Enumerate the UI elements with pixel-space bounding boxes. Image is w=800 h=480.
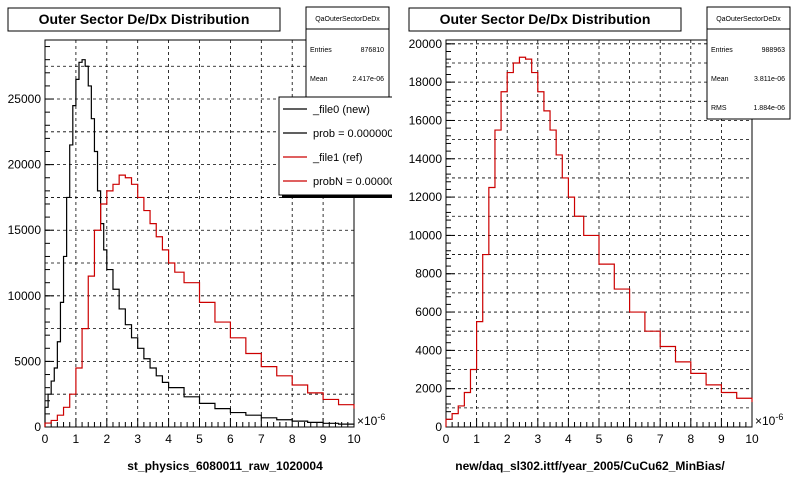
y-tick-label: 20000 bbox=[409, 37, 443, 51]
x-tick-label: 3 bbox=[134, 432, 141, 446]
x-tick-label: 9 bbox=[320, 432, 327, 446]
legend-entry: probN = 0.000000 bbox=[313, 176, 401, 188]
y-tick-label: 4000 bbox=[415, 343, 442, 357]
x-tick-label: 7 bbox=[258, 432, 265, 446]
histogram-series-2 bbox=[44, 174, 355, 427]
x-axis-multiplier: ×10-6 bbox=[755, 412, 783, 428]
chart-title: Outer Sector De/Dx Distribution bbox=[440, 11, 651, 27]
stats-box-title: QaOuterSectorDeDx bbox=[315, 16, 380, 23]
x-tick-label: 8 bbox=[687, 432, 694, 446]
x-tick-label: 1 bbox=[473, 432, 480, 446]
stats-box bbox=[706, 6, 791, 120]
x-axis-exponent: -6 bbox=[377, 412, 385, 422]
histogram-series-1 bbox=[445, 56, 753, 427]
y-tick-label: 20000 bbox=[8, 158, 42, 172]
histogram-series-1 bbox=[44, 59, 355, 427]
chart-panel-1: 0 1 2 3 4 5 6 7 8 9 10 0 5000 10000 15000 20000 25000 ×10… bbox=[7, 6, 401, 473]
y-tick-label: 10000 bbox=[8, 289, 42, 303]
chart-title-box bbox=[7, 7, 281, 32]
legend-entry: _file1 (ref) bbox=[312, 152, 363, 164]
x-tick-label: 3 bbox=[534, 432, 541, 446]
x-tick-label: 7 bbox=[657, 432, 664, 446]
y-tick-label: 5000 bbox=[14, 354, 41, 368]
x-tick-label: 5 bbox=[596, 432, 603, 446]
stats-value: 3.811e-06 bbox=[754, 76, 785, 83]
stats-label: Mean bbox=[310, 76, 328, 83]
stats-label: Entries bbox=[310, 47, 332, 54]
y-tick-label: 14000 bbox=[409, 152, 443, 166]
stats-value: 1.884e-06 bbox=[753, 105, 785, 112]
y-tick-label: 25000 bbox=[8, 92, 42, 106]
x-tick-label: 6 bbox=[626, 432, 633, 446]
x-axis-multiplier: ×10-6 bbox=[357, 412, 385, 428]
legend: _file0 (new) prob = 0.000000 _file1 (ref) p… bbox=[278, 96, 401, 198]
x-tick-label: 2 bbox=[504, 432, 511, 446]
stats-label: Mean bbox=[711, 76, 729, 83]
x-tick-label: 10 bbox=[347, 432, 361, 446]
x-axis-exponent: -6 bbox=[775, 412, 783, 422]
chart-title-box bbox=[408, 7, 682, 32]
y-tick-label: 18000 bbox=[409, 75, 443, 89]
stats-box-title: QaOuterSectorDeDx bbox=[716, 16, 781, 23]
y-tick-label: 0 bbox=[435, 420, 442, 434]
y-tick-label: 16000 bbox=[409, 113, 443, 127]
x-tick-label: 1 bbox=[73, 432, 80, 446]
y-tick-label: 10000 bbox=[409, 228, 443, 242]
stats-value: 988963 bbox=[762, 47, 785, 54]
x-axis-title: new/daq_sl302.ittf/year_2005/CuCu62_MinB… bbox=[455, 459, 725, 473]
stats-label: Entries bbox=[711, 47, 733, 54]
chart-panel-2: 0 1 2 3 4 5 6 7 8 9 10 0 2000 4000 6000 8000 10000 12000 1… bbox=[408, 6, 791, 473]
x-axis-title: st_physics_6080011_raw_1020004 bbox=[127, 459, 323, 473]
legend-entry: prob = 0.000000 bbox=[313, 128, 393, 140]
x-tick-label: 4 bbox=[165, 432, 172, 446]
y-tick-label: 6000 bbox=[415, 305, 442, 319]
x-tick-label: 0 bbox=[42, 432, 49, 446]
x-tick-label: 0 bbox=[443, 432, 450, 446]
legend-box bbox=[278, 96, 392, 196]
stats-label: RMS bbox=[711, 105, 727, 112]
stats-value: 2.417e-06 bbox=[352, 76, 384, 83]
x-tick-label: 9 bbox=[718, 432, 725, 446]
y-tick-label: 8000 bbox=[415, 267, 442, 281]
x-tick-label: 5 bbox=[196, 432, 203, 446]
x-tick-label: 8 bbox=[289, 432, 296, 446]
legend-entry: _file0 (new) bbox=[312, 104, 370, 116]
y-tick-label: 12000 bbox=[409, 190, 443, 204]
y-tick-label: 15000 bbox=[8, 223, 42, 237]
stats-value: 876810 bbox=[361, 47, 384, 54]
y-tick-label: 2000 bbox=[415, 382, 442, 396]
x-tick-label: 4 bbox=[565, 432, 572, 446]
x-tick-label: 6 bbox=[227, 432, 234, 446]
chart-title: Outer Sector De/Dx Distribution bbox=[39, 11, 250, 27]
x-tick-label: 2 bbox=[103, 432, 110, 446]
y-tick-label: 0 bbox=[34, 420, 41, 434]
x-tick-label: 10 bbox=[745, 432, 759, 446]
